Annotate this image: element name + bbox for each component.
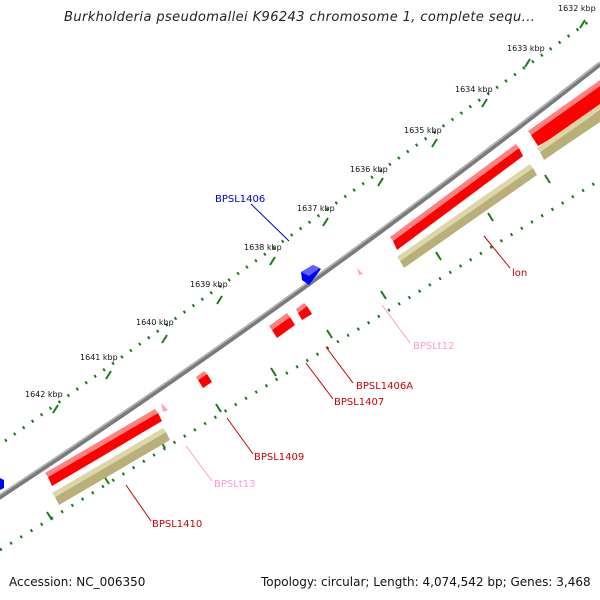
cds-track-bpsl1410 [52, 428, 170, 505]
scale-tick-1642 [52, 404, 59, 414]
genome-backbone [0, 62, 600, 500]
inner-tick-7 [215, 403, 222, 413]
scale-tick-1637 [322, 217, 329, 227]
scale-tick-1641 [105, 370, 112, 380]
label-bpsl1406[interactable]: BPSL1406 [215, 194, 265, 205]
scale-tick-1638 [269, 256, 276, 266]
leader-bpsl1410 [125, 484, 152, 522]
scale-label-1634: 1634 kbp [455, 85, 493, 94]
cds-track-lon [397, 164, 537, 268]
gene-bpsl1410[interactable] [45, 409, 162, 486]
scale-tick-1639 [216, 295, 223, 305]
scale-label-1632: 1632 kbp [558, 4, 596, 13]
leader-lon [483, 235, 511, 269]
map-title: Burkholderia pseudomallei K96243 chromos… [64, 10, 536, 25]
scale-label-1641: 1641 kbp [80, 353, 118, 362]
gene-red-right[interactable] [528, 80, 600, 146]
gene-lon[interactable] [390, 144, 523, 250]
label-bpsl1409[interactable]: BPSL1409 [254, 452, 304, 463]
cds-track-right [537, 104, 600, 160]
leader-bpsl1406a [325, 346, 354, 384]
scale-label-1642: 1642 kbp [25, 390, 63, 399]
inner-tick-4 [380, 290, 387, 300]
scale-tick-1632 [579, 19, 586, 29]
label-bpsl1407[interactable]: BPSL1407 [334, 397, 384, 408]
scale-tick-1635 [431, 138, 438, 148]
inner-tick-1 [544, 174, 551, 184]
label-lon[interactable]: lon [512, 268, 527, 279]
label-bpslt13[interactable]: BPSLt13 [214, 479, 255, 490]
leader-bpsl1409 [226, 417, 254, 455]
inner-tick-6 [270, 367, 277, 377]
trna-bpslt12[interactable] [357, 268, 363, 275]
gene-blue-left[interactable] [0, 478, 4, 490]
inner-tick-10 [46, 511, 53, 521]
outer-scale: 1632 kbp 1633 kbp 1634 kbp 1635 kbp 1636… [4, 4, 596, 443]
scale-label-1636: 1636 kbp [350, 165, 388, 174]
label-bpsl1410[interactable]: BPSL1410 [152, 519, 202, 530]
inner-scale-dots [0, 178, 600, 552]
accession-text: Accession: NC_006350 [9, 575, 146, 589]
label-bpslt12[interactable]: BPSLt12 [413, 341, 454, 352]
scale-label-1640: 1640 kbp [136, 318, 174, 327]
scale-label-1633: 1633 kbp [507, 44, 545, 53]
gene-bpsl1409[interactable] [196, 371, 212, 388]
genome-summary-text: Topology: circular; Length: 4,074,542 bp… [261, 575, 591, 589]
label-bpsl1406a[interactable]: BPSL1406A [356, 381, 413, 392]
scale-tick-1636 [377, 177, 384, 187]
gene-bpsl1406[interactable] [301, 265, 321, 285]
genome-backbone-highlight [0, 61, 600, 496]
scale-label-1637: 1637 kbp [297, 204, 335, 213]
scale-label-1635: 1635 kbp [404, 126, 442, 135]
leader-bpslt13 [185, 445, 213, 482]
scale-label-1638: 1638 kbp [244, 243, 282, 252]
inner-tick-5 [326, 329, 333, 339]
gene-bpsl1407[interactable] [269, 313, 295, 338]
scale-tick-1634 [481, 98, 488, 108]
trna-bpslt13[interactable] [161, 403, 168, 412]
scale-tick-1633 [524, 58, 531, 68]
leader-bpsl1407 [305, 362, 334, 400]
scale-label-1639: 1639 kbp [190, 280, 228, 289]
leader-bpslt12 [381, 304, 411, 344]
scale-tick-1640 [161, 334, 168, 344]
outer-scale-dots [4, 20, 589, 443]
inner-tick-2 [487, 212, 494, 222]
leader-bpsl1406 [250, 203, 290, 242]
inner-tick-3 [435, 251, 442, 261]
gene-bpsl1406a[interactable] [296, 303, 312, 320]
